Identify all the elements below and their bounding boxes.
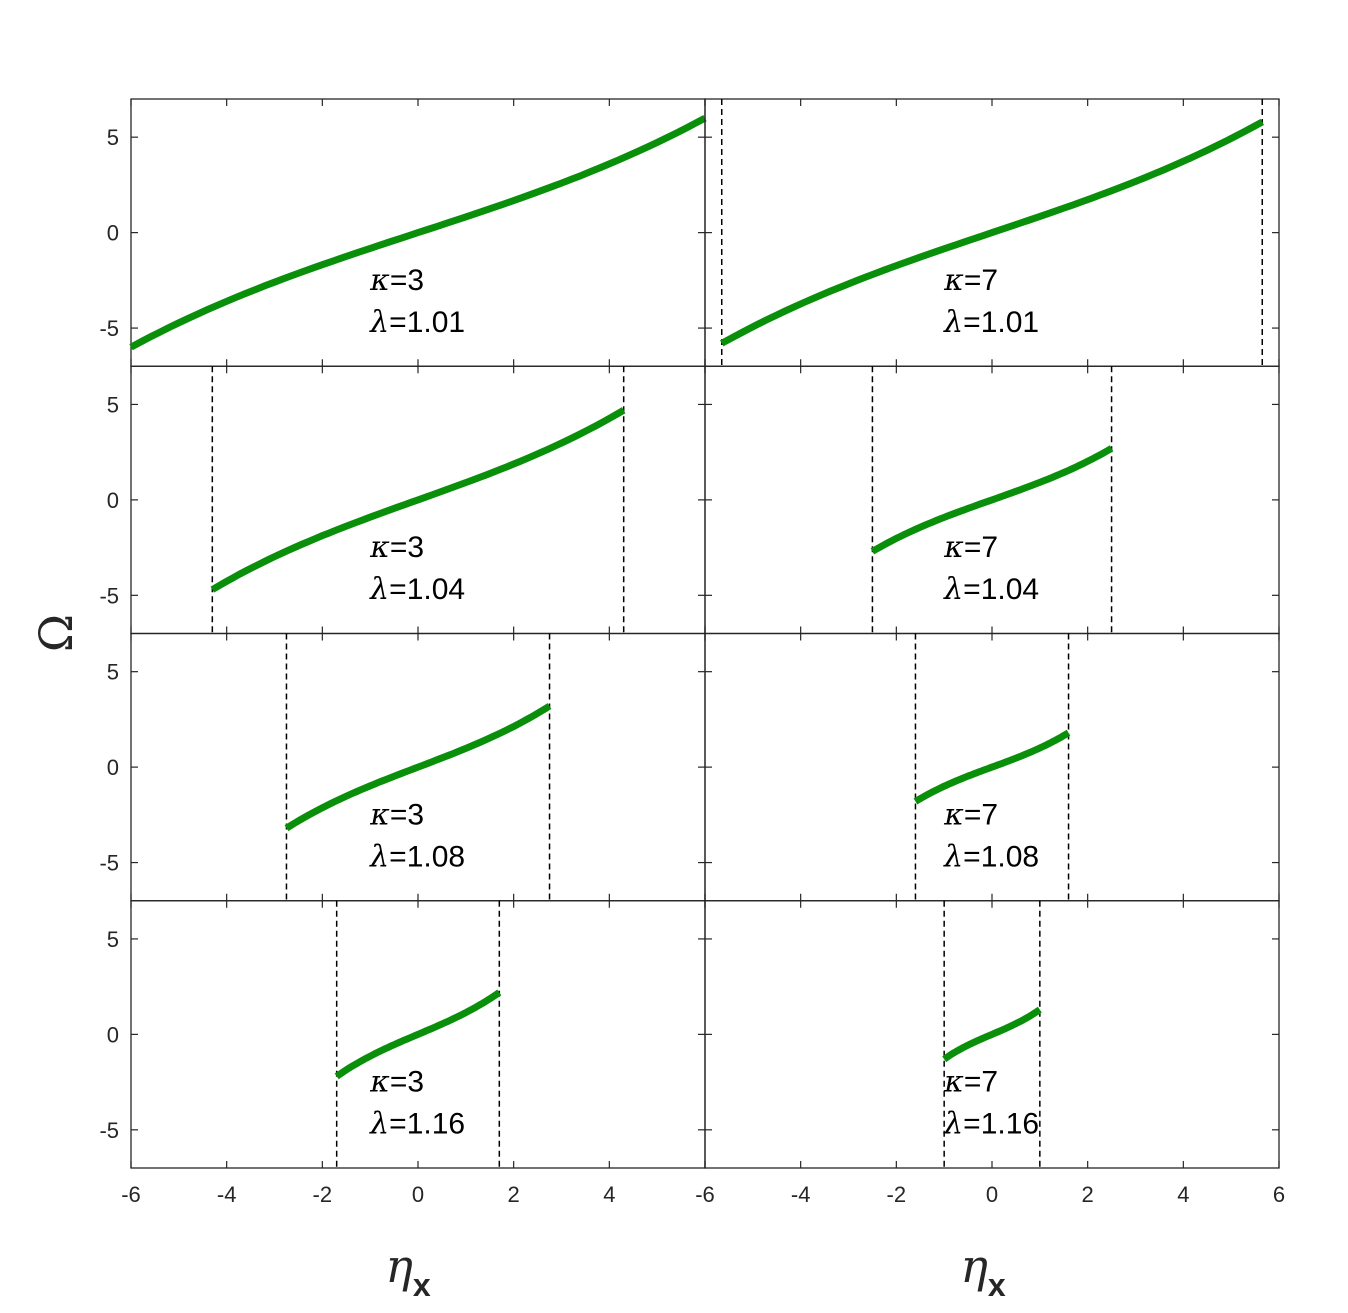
lambda-symbol: λ (369, 1107, 389, 1142)
panel-3-1: κ=7λ=1.16 (704, 900, 1280, 1169)
kappa-value: =3 (390, 1066, 424, 1099)
x-axis-label-right: ηx (960, 1239, 1006, 1303)
x-axis-label-left: ηx (385, 1239, 431, 1303)
x-tick-label: 4 (1177, 1182, 1189, 1207)
lambda-value: =1.16 (963, 1108, 1039, 1141)
omega-curve (284, 703, 552, 832)
lambda-annotation: λ=1.04 (369, 572, 465, 607)
x-axis-label-right-main: η (960, 1239, 988, 1293)
omega-curve (210, 407, 626, 593)
kappa-annotation: κ=3 (369, 530, 424, 565)
lambda-annotation: λ=1.01 (943, 305, 1039, 340)
x-tick-label: -2 (887, 1182, 907, 1207)
lambda-symbol: λ (943, 572, 963, 607)
omega-curve (334, 989, 502, 1080)
x-tick-label: -2 (313, 1182, 333, 1207)
x-tick-label: 2 (1082, 1182, 1094, 1207)
y-tick-label: -5 (99, 1118, 119, 1143)
tick-labels: -5 0 5 -5 0 5 -5 0 5 -5 0 5 -6 -4 -2 0 2 4 -6 -4 -2 0 2 4 6 (99, 125, 1285, 1207)
x-tick-label: 0 (412, 1182, 424, 1207)
lambda-annotation: λ=1.16 (369, 1107, 465, 1142)
kappa-symbol: κ (943, 530, 964, 565)
x-axis-label-left-sub: x (413, 1267, 431, 1303)
panel-1-1: κ=7λ=1.04 (704, 365, 1280, 635)
kappa-value: =3 (390, 264, 424, 297)
kappa-annotation: κ=3 (369, 797, 424, 832)
kappa-symbol: κ (369, 797, 390, 832)
panels: κ=3λ=1.01κ=7λ=1.01κ=3λ=1.04κ=7λ=1.04κ=3λ… (129, 98, 1280, 1169)
x-tick-label: -4 (217, 1182, 237, 1207)
lambda-annotation: λ=1.16 (943, 1107, 1039, 1142)
y-tick-label: 5 (107, 125, 119, 150)
lambda-annotation: λ=1.08 (943, 839, 1039, 874)
lambda-value: =1.01 (389, 306, 465, 339)
kappa-symbol: κ (943, 263, 964, 298)
panel-0-1: κ=7λ=1.01 (704, 98, 1280, 367)
panel-3-0: κ=3λ=1.16 (130, 900, 706, 1169)
x-tick-label: 0 (986, 1182, 998, 1207)
lambda-annotation: λ=1.08 (369, 839, 465, 874)
lambda-annotation: λ=1.04 (943, 572, 1039, 607)
x-tick-label: 4 (603, 1182, 615, 1207)
panel-0-0: κ=3λ=1.01 (129, 98, 707, 367)
kappa-symbol: κ (369, 263, 390, 298)
y-axis-label: Ω (29, 614, 83, 652)
y-tick-label: 5 (107, 660, 119, 685)
omega-curve (913, 729, 1071, 805)
y-tick-label: -5 (99, 316, 119, 341)
kappa-value: =7 (964, 531, 998, 564)
y-tick-label: -5 (99, 583, 119, 608)
lambda-value: =1.08 (389, 840, 465, 873)
panel-2-0: κ=3λ=1.08 (130, 632, 706, 902)
x-tick-label: -6 (695, 1182, 715, 1207)
omega-curve (870, 445, 1114, 555)
kappa-value: =7 (964, 1066, 998, 1099)
kappa-symbol: κ (369, 1065, 390, 1100)
kappa-annotation: κ=7 (943, 263, 998, 298)
kappa-value: =7 (964, 264, 998, 297)
y-tick-label: 5 (107, 392, 119, 417)
lambda-value: =1.16 (389, 1108, 465, 1141)
panel-2-1: κ=7λ=1.08 (704, 632, 1280, 902)
y-tick-label: 0 (107, 1022, 119, 1047)
lambda-symbol: λ (943, 305, 963, 340)
lambda-value: =1.04 (389, 573, 465, 606)
lambda-symbol: λ (943, 839, 963, 874)
y-tick-label: 5 (107, 927, 119, 952)
lambda-symbol: λ (943, 1107, 963, 1142)
x-tick-label: 6 (1273, 1182, 1285, 1207)
y-tick-label: 0 (107, 221, 119, 246)
kappa-value: =7 (964, 798, 998, 831)
y-tick-label: -5 (99, 851, 119, 876)
omega-curve (942, 1006, 1042, 1063)
kappa-annotation: κ=7 (943, 530, 998, 565)
panel-1-0: κ=3λ=1.04 (130, 365, 706, 635)
kappa-annotation: κ=7 (943, 797, 998, 832)
kappa-symbol: κ (369, 530, 390, 565)
x-axis-label-left-main: η (385, 1239, 413, 1293)
kappa-value: =3 (390, 531, 424, 564)
omega-curve (129, 115, 707, 351)
x-axis-label-right-sub: x (988, 1267, 1006, 1303)
lambda-annotation: λ=1.01 (369, 305, 465, 340)
y-tick-label: 0 (107, 755, 119, 780)
kappa-symbol: κ (943, 1065, 964, 1100)
lambda-value: =1.01 (963, 306, 1039, 339)
kappa-annotation: κ=7 (943, 1065, 998, 1100)
lambda-symbol: λ (369, 305, 389, 340)
kappa-annotation: κ=3 (369, 263, 424, 298)
y-tick-label: 0 (107, 488, 119, 513)
omega-curve (720, 118, 1264, 347)
lambda-symbol: λ (369, 839, 389, 874)
kappa-value: =3 (390, 798, 424, 831)
kappa-symbol: κ (943, 797, 964, 832)
kappa-annotation: κ=3 (369, 1065, 424, 1100)
lambda-value: =1.08 (963, 840, 1039, 873)
lambda-symbol: λ (369, 572, 389, 607)
lambda-value: =1.04 (963, 573, 1039, 606)
x-tick-label: -4 (791, 1182, 811, 1207)
x-tick-label: -6 (121, 1182, 141, 1207)
x-tick-label: 2 (508, 1182, 520, 1207)
